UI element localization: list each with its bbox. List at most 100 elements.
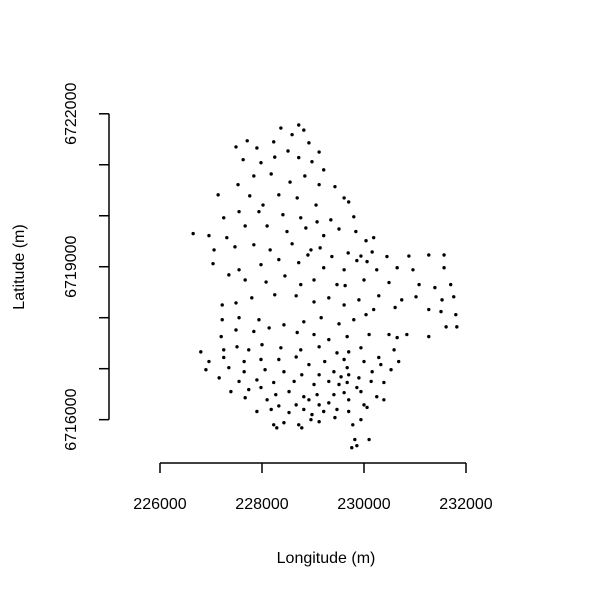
point [303, 174, 307, 178]
point [300, 373, 304, 377]
point [265, 224, 269, 228]
y-tick-label: 6716000 [63, 388, 80, 450]
point [347, 373, 351, 377]
point [427, 334, 431, 339]
point [204, 368, 208, 372]
point [272, 140, 276, 144]
point [290, 132, 294, 137]
point [282, 323, 286, 327]
point [352, 318, 356, 322]
point [417, 282, 421, 287]
point [351, 423, 355, 427]
point [395, 335, 399, 340]
point [322, 266, 326, 270]
point [339, 375, 343, 379]
point [309, 248, 313, 252]
point [241, 157, 245, 162]
point [222, 355, 226, 360]
point [387, 280, 391, 285]
point [307, 362, 311, 367]
point [387, 332, 391, 337]
point [400, 298, 404, 302]
point [442, 266, 446, 270]
point [273, 155, 277, 159]
point [359, 417, 363, 422]
point [345, 334, 349, 339]
point [302, 128, 306, 132]
point [282, 421, 286, 425]
point [286, 149, 290, 153]
point [375, 268, 379, 272]
point [264, 280, 268, 284]
point [342, 196, 346, 200]
point [277, 257, 281, 262]
point [281, 213, 285, 217]
point [302, 320, 306, 324]
point [327, 296, 331, 300]
x-tick-label: 226000 [133, 496, 186, 513]
point [255, 409, 259, 414]
point [237, 268, 241, 272]
point [268, 248, 272, 252]
point [347, 200, 351, 204]
point [225, 235, 229, 240]
point [452, 295, 456, 299]
x-tick-label: 230000 [337, 496, 390, 513]
point [318, 246, 322, 250]
point [319, 316, 323, 320]
point [382, 398, 386, 402]
point [235, 345, 239, 349]
point [327, 401, 331, 405]
point [299, 348, 303, 352]
point [342, 390, 346, 395]
point [359, 254, 363, 258]
point [317, 403, 321, 407]
point [322, 233, 326, 238]
point [367, 437, 371, 442]
point [292, 379, 296, 384]
point [243, 396, 247, 400]
point [359, 346, 363, 350]
point [257, 318, 261, 322]
point [233, 245, 237, 249]
point [272, 423, 276, 427]
point [365, 405, 369, 410]
point [297, 260, 301, 265]
point [265, 398, 269, 402]
point [367, 332, 371, 337]
point [287, 389, 291, 394]
point [369, 379, 373, 384]
point [362, 278, 366, 282]
point [297, 423, 301, 427]
point [242, 359, 246, 364]
point [273, 293, 277, 297]
point [343, 283, 347, 288]
point [315, 392, 319, 397]
point [427, 307, 431, 312]
point [407, 254, 411, 258]
point [219, 334, 223, 339]
point [312, 332, 316, 337]
point [243, 224, 247, 228]
point [269, 172, 273, 176]
point [346, 251, 350, 255]
point [359, 389, 363, 394]
point [315, 220, 319, 224]
x-axis-label: Longitude (m) [277, 550, 376, 567]
point [382, 380, 386, 385]
x-tick-label: 232000 [439, 496, 492, 513]
y-axis-label: Latitude (m) [11, 224, 28, 309]
point [275, 426, 279, 430]
point [332, 392, 336, 397]
point [310, 412, 314, 417]
point [385, 254, 389, 259]
point [302, 407, 306, 412]
point [300, 426, 304, 430]
point [243, 278, 247, 282]
point [379, 362, 383, 367]
point [353, 437, 357, 442]
point [333, 184, 337, 189]
y-tick-label: 6719000 [63, 235, 80, 297]
point [342, 357, 346, 362]
